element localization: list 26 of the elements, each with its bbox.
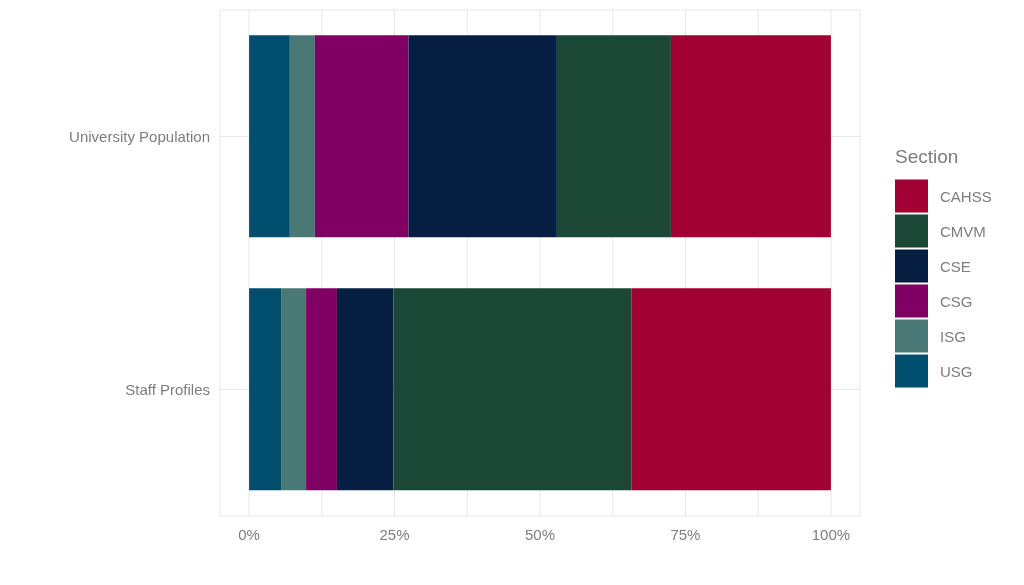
legend-label: CAHSS <box>940 187 992 205</box>
y-tick-label: Staff Profiles <box>125 380 210 398</box>
x-tick-label: 0% <box>238 525 260 543</box>
y-tick-label: University Population <box>69 127 210 145</box>
bar <box>281 288 307 491</box>
x-tick-label: 100% <box>811 525 851 543</box>
bar <box>408 35 557 238</box>
bar <box>336 288 394 491</box>
legend-label: ISG <box>940 327 966 345</box>
bar <box>631 288 831 491</box>
bar <box>289 35 315 238</box>
bar <box>306 288 337 491</box>
bar <box>393 288 632 491</box>
legend-label: USG <box>940 362 973 380</box>
legend-label: CMVM <box>940 222 986 240</box>
x-tick-label: 50% <box>524 525 556 543</box>
legend-label: CSE <box>940 257 971 275</box>
x-tick-label: 75% <box>670 525 701 543</box>
legend-label: CSG <box>940 292 973 310</box>
bar <box>670 35 831 238</box>
bar <box>314 35 409 238</box>
legend-title: Section <box>895 145 960 168</box>
bar <box>249 35 290 238</box>
x-tick-label: 25% <box>379 525 410 543</box>
bar <box>249 288 282 491</box>
bar <box>556 35 671 238</box>
